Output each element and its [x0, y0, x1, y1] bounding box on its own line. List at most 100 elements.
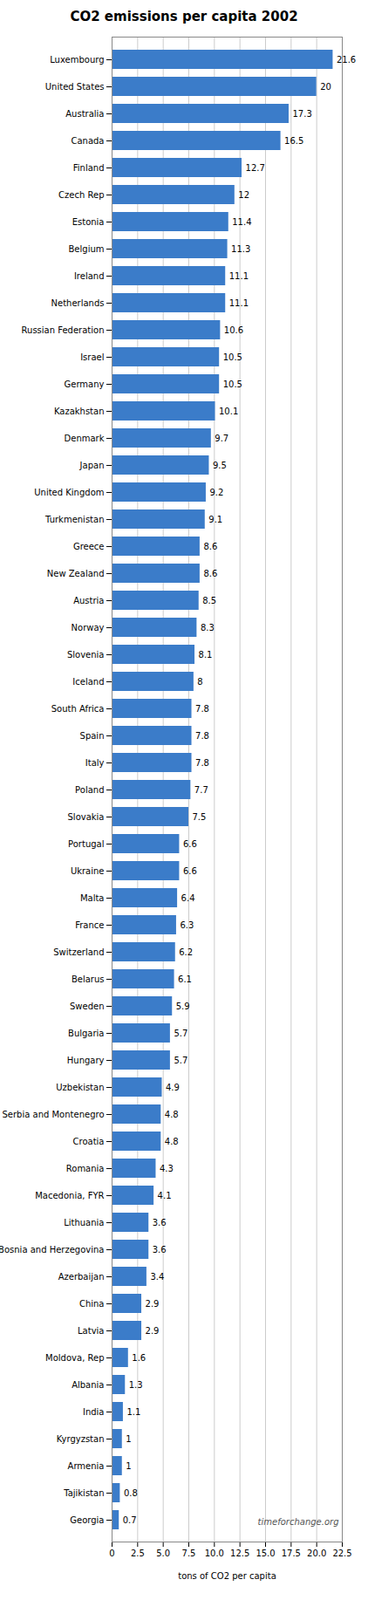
svg-text:7.5: 7.5	[182, 1547, 197, 1558]
svg-text:Macedonia, FYR: Macedonia, FYR	[34, 1190, 104, 1200]
svg-text:9.7: 9.7	[214, 433, 229, 443]
svg-text:Kazakhstan: Kazakhstan	[54, 406, 105, 416]
svg-text:3.4: 3.4	[149, 1271, 164, 1282]
svg-text:21.6: 21.6	[336, 54, 356, 65]
svg-text:Uzbekistan: Uzbekistan	[55, 1082, 104, 1092]
svg-text:17.3: 17.3	[292, 109, 312, 119]
svg-text:Tajikistan: Tajikistan	[62, 1487, 104, 1498]
svg-text:Lithuania: Lithuania	[63, 1217, 104, 1227]
svg-text:Slovakia: Slovakia	[68, 811, 105, 822]
svg-text:11.4: 11.4	[231, 217, 252, 227]
svg-text:9.5: 9.5	[212, 460, 227, 471]
svg-text:8.5: 8.5	[202, 595, 217, 606]
svg-text:10.6: 10.6	[224, 325, 244, 335]
svg-text:7.8: 7.8	[195, 703, 210, 714]
svg-text:0.8: 0.8	[123, 1487, 138, 1498]
svg-text:Belgium: Belgium	[68, 244, 105, 254]
svg-text:4.1: 4.1	[157, 1190, 172, 1200]
svg-text:1: 1	[125, 1460, 131, 1471]
svg-text:6.1: 6.1	[177, 974, 192, 984]
svg-text:6.6: 6.6	[183, 865, 198, 876]
svg-text:Georgia: Georgia	[69, 1514, 104, 1525]
svg-text:7.8: 7.8	[195, 757, 210, 768]
svg-text:Russian Federation: Russian Federation	[21, 325, 105, 335]
svg-text:Portugal: Portugal	[68, 838, 104, 849]
svg-text:Iceland: Iceland	[72, 676, 104, 687]
svg-text:Australia: Australia	[65, 109, 104, 119]
svg-text:Canada: Canada	[70, 136, 104, 146]
svg-text:11.3: 11.3	[231, 244, 251, 254]
svg-text:France: France	[74, 920, 104, 930]
svg-text:12.7: 12.7	[245, 163, 266, 173]
svg-text:7.5: 7.5	[192, 811, 207, 822]
svg-text:12: 12	[238, 190, 250, 200]
svg-text:United Kingdom: United Kingdom	[34, 487, 104, 498]
svg-text:Switzerland: Switzerland	[53, 947, 104, 957]
svg-text:New Zealand: New Zealand	[47, 568, 105, 579]
svg-text:10.1: 10.1	[218, 406, 239, 416]
svg-text:11.1: 11.1	[229, 271, 249, 281]
svg-text:United States: United States	[45, 81, 105, 92]
svg-text:Poland: Poland	[74, 784, 104, 795]
svg-text:Malta: Malta	[80, 892, 105, 903]
svg-text:6.6: 6.6	[183, 838, 198, 849]
svg-text:Estonia: Estonia	[72, 217, 105, 227]
svg-text:Ireland: Ireland	[74, 271, 105, 281]
svg-text:Serbia and Montenegro: Serbia and Montenegro	[1, 1109, 104, 1119]
svg-text:Austria: Austria	[73, 595, 104, 606]
svg-text:Bulgaria: Bulgaria	[68, 1028, 104, 1038]
svg-text:0.7: 0.7	[122, 1514, 137, 1525]
svg-text:Italy: Italy	[85, 757, 105, 768]
svg-text:3.6: 3.6	[152, 1244, 167, 1254]
svg-text:22.5: 22.5	[332, 1547, 352, 1558]
svg-text:tons of CO2 per capita: tons of CO2 per capita	[177, 1570, 277, 1581]
svg-text:Azerbaijan: Azerbaijan	[58, 1271, 105, 1282]
svg-text:6.2: 6.2	[178, 947, 193, 957]
svg-text:4.8: 4.8	[164, 1109, 179, 1119]
svg-text:Denmark: Denmark	[64, 433, 105, 443]
svg-text:China: China	[79, 1298, 105, 1309]
svg-text:Ukraine: Ukraine	[70, 865, 105, 876]
svg-text:Czech Rep: Czech Rep	[58, 190, 104, 200]
svg-text:Romania: Romania	[66, 1163, 105, 1173]
svg-text:Spain: Spain	[80, 730, 105, 741]
svg-text:17.5: 17.5	[281, 1547, 301, 1558]
svg-text:India: India	[82, 1406, 105, 1417]
svg-text:Moldova, Rep: Moldova, Rep	[45, 1352, 104, 1363]
svg-text:10.0: 10.0	[204, 1547, 225, 1558]
svg-text:Finland: Finland	[73, 163, 105, 173]
svg-text:9.1: 9.1	[208, 514, 223, 525]
svg-text:Norway: Norway	[71, 622, 105, 633]
svg-text:8.3: 8.3	[200, 622, 215, 633]
svg-text:1.1: 1.1	[126, 1406, 141, 1417]
svg-text:5.7: 5.7	[173, 1055, 188, 1065]
svg-text:Netherlands: Netherlands	[51, 298, 105, 308]
svg-text:Japan: Japan	[79, 460, 105, 471]
svg-text:4.9: 4.9	[165, 1082, 180, 1092]
svg-text:4.3: 4.3	[159, 1163, 174, 1173]
svg-text:2.9: 2.9	[145, 1325, 160, 1336]
svg-text:Luxembourg: Luxembourg	[49, 54, 104, 65]
svg-text:1.6: 1.6	[131, 1352, 146, 1363]
svg-text:Slovenia: Slovenia	[67, 649, 105, 660]
svg-text:8.6: 8.6	[203, 541, 218, 552]
svg-text:2.5: 2.5	[130, 1547, 145, 1558]
svg-text:8.1: 8.1	[198, 649, 213, 660]
svg-text:9.2: 9.2	[209, 487, 224, 498]
svg-text:4.8: 4.8	[164, 1136, 179, 1146]
svg-text:3.6: 3.6	[152, 1217, 167, 1227]
svg-text:Belarus: Belarus	[71, 974, 105, 984]
svg-text:Armenia: Armenia	[68, 1460, 105, 1471]
svg-text:12.5: 12.5	[230, 1547, 250, 1558]
svg-text:Germany: Germany	[64, 379, 105, 389]
svg-text:8: 8	[197, 676, 203, 687]
svg-text:7.7: 7.7	[194, 784, 209, 795]
svg-text:10.5: 10.5	[223, 379, 243, 389]
svg-text:15.0: 15.0	[255, 1547, 275, 1558]
svg-text:2.9: 2.9	[145, 1298, 160, 1309]
svg-text:8.6: 8.6	[203, 568, 218, 579]
svg-text:16.5: 16.5	[284, 136, 304, 146]
svg-text:Bosnia and Herzegovina: Bosnia and Herzegovina	[0, 1244, 105, 1254]
svg-text:South Africa: South Africa	[51, 703, 105, 714]
svg-text:Sweden: Sweden	[69, 1001, 105, 1011]
